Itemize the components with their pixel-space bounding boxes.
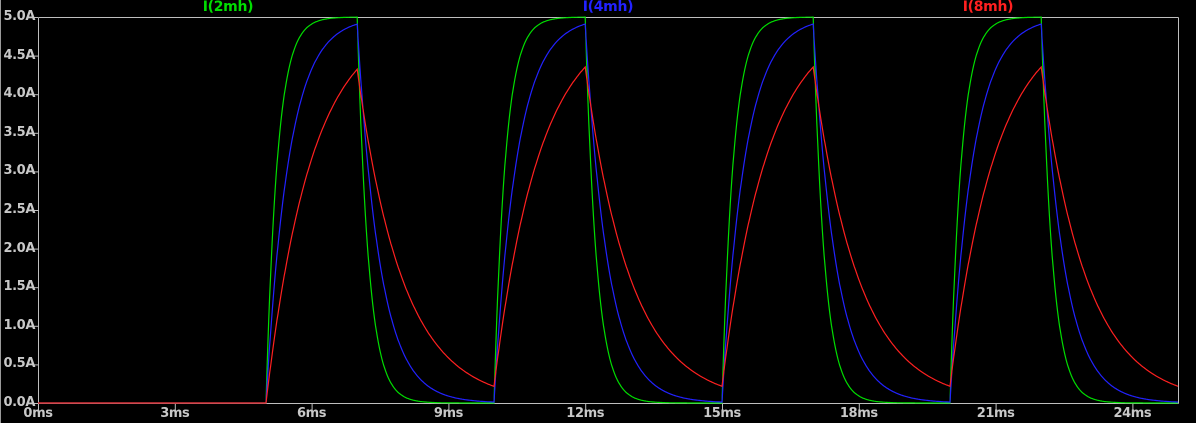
x-tick-label: 9ms xyxy=(433,406,464,421)
legend-trace-i2mh[interactable]: I(2mh) xyxy=(202,0,254,15)
y-tick-label: 2.5A xyxy=(3,202,36,217)
legend-trace-i8mh[interactable]: I(8mh) xyxy=(962,0,1014,15)
trace-i2mh[interactable] xyxy=(38,16,1178,404)
y-tick-label: 5.0A xyxy=(3,9,36,24)
y-tick-label: 2.0A xyxy=(3,240,36,256)
x-tick-label: 0ms xyxy=(23,406,53,421)
y-tick-label: 0.0A xyxy=(3,395,36,410)
legend-trace-i4mh[interactable]: I(4mh) xyxy=(582,0,634,15)
y-tick-label: 1.5A xyxy=(3,279,36,295)
y-tick-label: 0.5A xyxy=(3,356,36,372)
y-tick-label: 4.0A xyxy=(3,86,36,102)
x-tick-label: 6ms xyxy=(297,406,327,421)
x-tick-label: 12ms xyxy=(566,406,605,421)
x-tick-label: 3ms xyxy=(160,406,190,421)
trace-i8mh[interactable] xyxy=(38,65,1179,404)
x-tick-label: 24ms xyxy=(1113,406,1152,421)
y-tick-label: 3.5A xyxy=(3,124,36,140)
x-tick-label: 15ms xyxy=(703,406,741,421)
x-tick-label: 21ms xyxy=(976,406,1015,421)
trace-i4mh[interactable] xyxy=(38,23,1179,404)
y-tick-label: 4.5A xyxy=(3,47,36,63)
y-tick-label: 3.0A xyxy=(3,163,36,179)
y-tick-label: 1.0A xyxy=(3,317,36,333)
x-tick-label: 18ms xyxy=(839,406,878,421)
